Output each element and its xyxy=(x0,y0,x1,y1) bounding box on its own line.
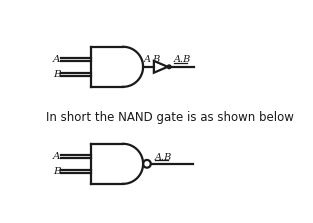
Text: A.B: A.B xyxy=(174,56,191,64)
Text: A: A xyxy=(53,152,61,161)
Text: A B: A B xyxy=(144,55,161,64)
Text: A: A xyxy=(53,55,61,64)
Text: In short the NAND gate is as shown below: In short the NAND gate is as shown below xyxy=(46,111,294,124)
Text: B: B xyxy=(53,70,61,79)
Text: A.B: A.B xyxy=(155,153,172,161)
Text: B: B xyxy=(53,167,61,176)
